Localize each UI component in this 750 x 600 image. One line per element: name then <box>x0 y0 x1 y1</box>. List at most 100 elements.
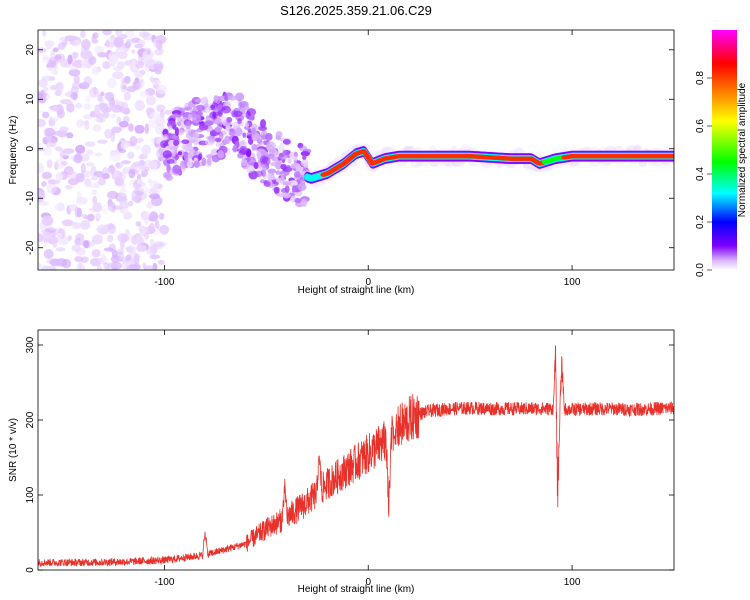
spectrogram-cell <box>297 183 307 191</box>
spectrogram-cell <box>145 58 157 70</box>
x-tick-label: 0 <box>365 577 371 588</box>
spectrogram-cell <box>293 171 301 178</box>
spectrogram-cell <box>119 201 130 209</box>
spectrogram-cell <box>110 112 117 119</box>
spectrogram-cell <box>120 141 129 150</box>
spectrogram-cell <box>134 124 145 134</box>
spectrogram-cell <box>81 213 88 219</box>
spectrogram-cell <box>125 254 132 261</box>
spectrogram-cell <box>240 159 249 167</box>
spectrogram-cell <box>96 264 103 270</box>
spectrogram-cell <box>57 42 66 51</box>
spectrogram-cell <box>60 98 72 105</box>
spectrogram-cell <box>84 119 90 131</box>
spectrogram-cell <box>133 254 140 266</box>
spectrogram-cell <box>48 179 61 185</box>
spectrogram-cell <box>168 132 174 138</box>
spectrogram-cell <box>256 138 263 144</box>
spectrogram-cell <box>72 222 82 228</box>
spectrogram-cell <box>84 141 96 147</box>
spectrogram-cell <box>140 173 146 178</box>
spectrogram-cell <box>224 135 231 145</box>
spectrogram-cell <box>275 170 281 175</box>
spectrogram-cell <box>242 132 247 138</box>
spectrogram-cell <box>216 150 225 159</box>
colorbar-gradient <box>712 30 737 270</box>
snr-y-label: SNR (10 * v/v) <box>8 418 19 482</box>
spectrogram-cell <box>106 234 114 243</box>
spectrogram-cell <box>284 185 290 193</box>
spectrogram-cell <box>79 30 86 39</box>
spectrogram-cell <box>109 151 121 162</box>
spectrogram-cell <box>248 115 255 121</box>
colorbar-tick-label: 0.8 <box>695 71 706 85</box>
spectrogram-cell <box>232 126 241 131</box>
spectrogram-cell <box>111 266 118 270</box>
spectrogram-cell <box>97 52 108 58</box>
spectrogram-cell <box>275 134 282 141</box>
spectrogram-cell <box>100 91 105 97</box>
spectrogram-cell <box>78 257 83 268</box>
spectrogram-cell <box>144 186 149 196</box>
spectrogram-cell <box>91 249 101 258</box>
spectrogram-cell <box>118 120 129 128</box>
y-tick-label: -20 <box>25 240 36 255</box>
spectrogram-cell <box>280 163 287 170</box>
spectrogram-cell <box>200 97 207 105</box>
spectrogram-cell <box>117 233 130 243</box>
spectrogram-cell <box>184 106 192 111</box>
spectrogram-cell <box>189 131 197 138</box>
spectrogram-cell <box>172 164 182 174</box>
spectrogram-cell <box>204 138 215 146</box>
spectrogram-cell <box>221 105 231 114</box>
y-tick-label: 100 <box>25 486 36 503</box>
spectrogram-cell <box>301 198 308 207</box>
spectrogram-cell <box>102 61 111 70</box>
spectrogram-cell <box>251 143 258 151</box>
spectrogram-cell <box>80 163 86 174</box>
spectrogram-cell <box>55 82 63 90</box>
spectrogram-cell <box>274 160 282 170</box>
spectrogram-cell <box>38 93 47 104</box>
spectrogram-cell <box>205 135 215 141</box>
spectrogram-cell <box>49 117 59 122</box>
spectrogram-cell <box>198 153 203 160</box>
spectrogram-cell <box>134 43 144 49</box>
spectrogram-cell <box>165 175 174 181</box>
spectrogram-cell <box>54 146 63 152</box>
spectrogram-cell <box>117 61 125 69</box>
spectrogram-cell <box>260 179 265 184</box>
spectrogram-cell <box>42 92 50 101</box>
spectrogram-cell <box>234 92 245 102</box>
spectrogram-cell <box>139 90 149 98</box>
spectrogram-cell <box>38 79 48 88</box>
spectrogram-cell <box>73 154 83 164</box>
spectrogram-cell <box>295 164 302 172</box>
spectrogram-cell <box>135 60 145 69</box>
snr-panel: -100 0 100 0 100 200 300 Height of straight l… <box>8 329 675 595</box>
spectrogram-cell <box>131 49 136 54</box>
spectrogram-cell <box>237 99 243 109</box>
spectrogram-marks <box>38 30 674 270</box>
spectrogram-cell <box>253 162 259 170</box>
spectrogram-cell <box>121 101 129 109</box>
spectrogram-cell <box>127 151 135 159</box>
spectrogram-cell <box>103 262 111 270</box>
spectrogram-frame <box>37 29 675 271</box>
spectrogram-cell <box>85 95 92 103</box>
spectrogram-cell <box>157 156 165 162</box>
spectrogram-cell <box>283 181 292 186</box>
spectrogram-cell <box>56 109 65 119</box>
spectrogram-cell <box>127 200 134 207</box>
spectrogram-cell <box>75 247 86 256</box>
spectrogram-cell <box>66 102 75 113</box>
spectrogram-cell <box>38 146 46 152</box>
spectrogram-cell <box>123 75 131 84</box>
spectrogram-cell <box>148 193 160 200</box>
y-tick-label: 200 <box>25 411 36 428</box>
spectrogram-cell <box>144 47 152 55</box>
spectrogram-cell <box>83 76 93 87</box>
spectrogram-cell <box>71 81 82 90</box>
spectrogram-cell <box>122 85 127 90</box>
spectrogram-cell <box>54 161 59 171</box>
